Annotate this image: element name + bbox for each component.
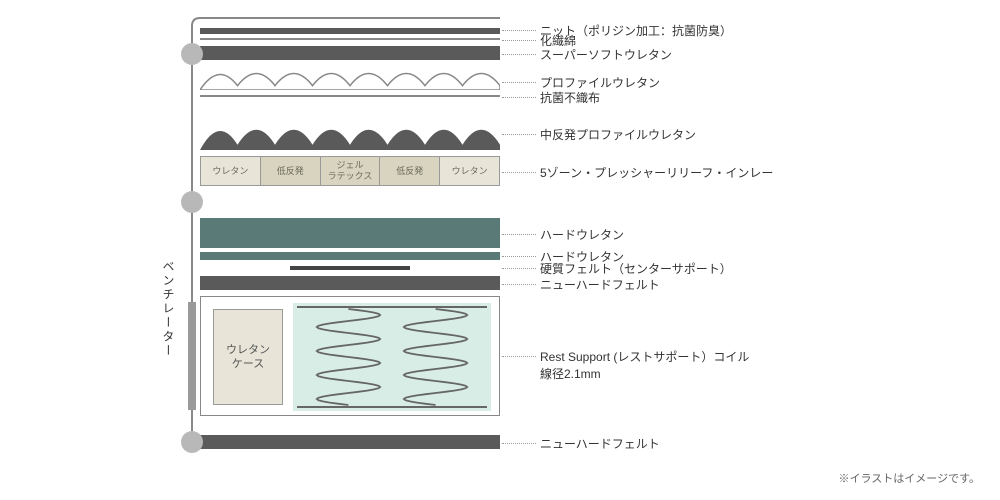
label-super-soft: スーパーソフトウレタン <box>540 46 672 63</box>
layer-mid-profile <box>200 118 500 150</box>
layer-new-hard-felt-1 <box>200 276 500 290</box>
label-mid-profile: 中反発プロファイルウレタン <box>540 126 696 143</box>
zone-3: 低反発 <box>379 157 439 185</box>
leader-fiber-cotton <box>502 40 536 41</box>
leader-mid-profile <box>502 134 536 135</box>
label-antibac-cloth: 抗菌不織布 <box>540 89 600 106</box>
leader-new-hard-felt-1 <box>502 284 536 285</box>
layer-hard-u-1 <box>200 218 500 248</box>
label-new-hard-felt-1: ニューハードフェルト <box>540 276 660 293</box>
layer-super-soft <box>200 46 500 60</box>
leader-knit <box>502 30 536 31</box>
layer-knit <box>200 28 500 34</box>
zone-4: ウレタン <box>439 157 499 185</box>
zone-0: ウレタン <box>201 157 260 185</box>
zone-2: ジェル ラテックス <box>320 157 380 185</box>
layer-five-zone: ウレタン低反発ジェル ラテックス低反発ウレタン <box>200 156 500 186</box>
leader-hard-u-1 <box>502 234 536 235</box>
layer-hard-u-2 <box>200 252 500 260</box>
leader-center-felt <box>502 268 536 269</box>
layer-antibac-cloth <box>200 95 500 97</box>
label-hard-u-1: ハードウレタン <box>540 226 624 243</box>
urethane-case: ウレタン ケース <box>213 309 283 405</box>
zone-1: 低反発 <box>260 157 320 185</box>
layer-profile <box>200 64 500 90</box>
label-center-felt: 硬質フェルト（センターサポート） <box>540 260 732 277</box>
layer-spring-unit: ウレタン ケース <box>200 296 500 416</box>
footnote: ※イラストはイメージです。 <box>839 470 980 486</box>
leader-profile <box>502 82 536 83</box>
ventilator-circle-0 <box>181 43 203 65</box>
leader-hard-u-2 <box>502 256 536 257</box>
label-spring-unit: Rest Support (レストサポート）コイル 線径2.1mm <box>540 348 749 382</box>
leader-new-hard-felt-2 <box>502 443 536 444</box>
layer-new-hard-felt-2 <box>200 435 500 449</box>
label-five-zone: 5ゾーン・プレッシャーリリーフ・インレー <box>540 164 773 181</box>
layer-center-felt <box>290 266 410 270</box>
leader-super-soft <box>502 54 536 55</box>
leader-spring-unit <box>502 356 536 357</box>
label-new-hard-felt-2: ニューハードフェルト <box>540 435 660 452</box>
ventilator-circle-1 <box>181 191 203 213</box>
ventilator-bar <box>188 302 196 410</box>
leader-five-zone <box>502 172 536 173</box>
layer-fiber-cotton <box>200 38 500 40</box>
leader-antibac-cloth <box>502 97 536 98</box>
ventilator-circle-2 <box>181 431 203 453</box>
ventilator-label: ベンチレーター <box>160 260 177 358</box>
